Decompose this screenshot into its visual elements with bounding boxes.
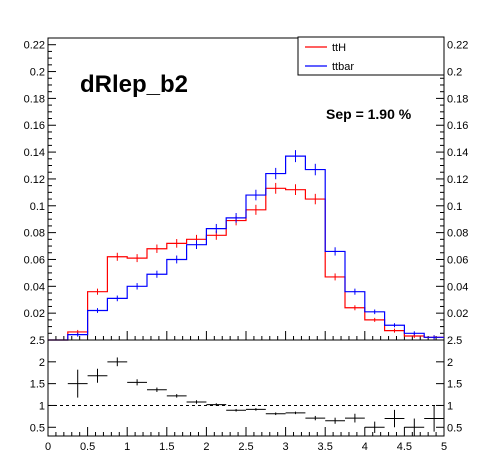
ratio-y-tick-label-right: 1.5 xyxy=(447,379,462,391)
bin-point-ttH xyxy=(77,331,79,333)
ratio-panel-frame xyxy=(47,339,445,437)
ratio-x-tick-label: 1 xyxy=(124,441,130,453)
ratio-x-tick-label: 5 xyxy=(441,441,447,453)
y-tick-label-right: 0.16 xyxy=(447,120,468,132)
series-step-ttbar xyxy=(48,155,444,341)
y-tick-label-right: 0.2 xyxy=(447,67,462,79)
bin-point-ttH xyxy=(96,291,99,293)
bin-point-ttH xyxy=(334,276,336,278)
ratio-axes: 0.5 0.51 11.5 1.52 22.5 2.50 0.5 1 1.5 2 2.5 3 3.5 4 4… xyxy=(30,335,463,453)
bin-point-ttbar xyxy=(255,194,257,196)
bin-point-ttbar xyxy=(433,336,435,338)
bin-point-ttbar xyxy=(176,258,178,261)
ratio-x-tick-label: 2 xyxy=(203,441,209,453)
y-tick-label-left: 0.2 xyxy=(30,67,45,79)
top-series-group xyxy=(48,150,444,341)
bin-point-ttbar xyxy=(334,250,336,253)
bin-point-ttH xyxy=(413,335,415,337)
bin-point-ttbar xyxy=(275,172,277,175)
ratio-y-tick-label-right: 0.5 xyxy=(447,422,462,434)
ratio-y-tick-label-left: 0.5 xyxy=(30,422,45,434)
y-tick-label-left: 0.06 xyxy=(24,254,45,266)
y-tick-label-left: 0.16 xyxy=(24,120,45,132)
bin-point-ttbar xyxy=(393,324,396,326)
y-tick-label-right: 0.04 xyxy=(447,281,468,293)
y-tick-label-left: 0.04 xyxy=(24,281,45,293)
bin-point-ttbar xyxy=(156,273,158,275)
bin-point-ttH xyxy=(314,198,316,200)
separation-annotation: Sep = 1.90 % xyxy=(326,106,412,122)
bin-point-ttH xyxy=(195,238,198,240)
ratio-y-tick-label-left: 1.5 xyxy=(30,379,45,391)
ratio-points-group xyxy=(67,357,444,436)
ratio-x-tick-label: 3.5 xyxy=(318,441,333,453)
bin-point-ttbar xyxy=(413,332,415,334)
bin-point-ttH xyxy=(275,187,277,189)
y-tick-label-right: 0.02 xyxy=(447,308,468,320)
y-tick-label-right: 0.18 xyxy=(447,93,468,105)
bin-point-ttbar xyxy=(116,297,118,299)
ratio-y-tick-label-right: 2.5 xyxy=(447,335,462,347)
ratio-x-tick-label: 0.5 xyxy=(80,441,95,453)
y-tick-label-left: 0.14 xyxy=(24,147,45,159)
y-tick-label-right: 0.08 xyxy=(447,228,468,240)
ratio-x-tick-label: 0 xyxy=(45,441,51,453)
y-tick-label-left: 0.12 xyxy=(24,174,45,186)
y-tick-label-right: 0.06 xyxy=(447,254,468,266)
y-tick-label-right: 0.14 xyxy=(447,147,468,159)
legend-box xyxy=(297,36,445,76)
bin-point-ttH xyxy=(255,209,257,211)
legend-label-ttbar: ttbar xyxy=(332,61,354,73)
chart-title: dRlep_b2 xyxy=(80,71,188,98)
bin-point-ttH xyxy=(354,307,356,309)
y-tick-label-left: 0.08 xyxy=(24,228,45,240)
bin-point-ttH xyxy=(136,257,138,259)
ratio-y-tick-label-right: 1 xyxy=(447,400,453,412)
legend: ttH ttbar xyxy=(297,36,445,76)
ratio-y-tick-label-left: 1 xyxy=(39,400,45,412)
bin-point-ttH xyxy=(215,234,217,236)
ratio-x-tick-label: 3 xyxy=(283,441,289,453)
bin-point-ttH xyxy=(393,330,396,332)
bin-point-ttH xyxy=(156,248,158,250)
y-tick-label-right: 0.1 xyxy=(447,201,462,213)
ratio-y-tick-label-left: 2.5 xyxy=(30,335,45,347)
bin-point-ttbar xyxy=(215,227,217,230)
y-tick-label-right: 0.12 xyxy=(447,174,468,186)
bin-point-ttbar xyxy=(195,244,198,246)
y-tick-label-right: 0.22 xyxy=(447,40,468,52)
ratio-x-tick-label: 4 xyxy=(362,441,368,453)
ratio-x-tick-label: 2.5 xyxy=(238,441,253,453)
bin-point-ttH xyxy=(294,189,297,191)
top-axes: 0.02 0.02 0.04 0.04 0.06 0.06 0.08 0.08 0.1 0.1 0.… xyxy=(24,40,468,340)
ratio-x-tick-label: 4.5 xyxy=(397,441,412,453)
y-tick-label-left: 0.22 xyxy=(24,40,45,52)
bin-point-ttbar xyxy=(96,309,99,312)
bin-point-ttH xyxy=(374,319,376,321)
bin-point-ttbar xyxy=(235,217,237,219)
ratio-y-tick-label-right: 2 xyxy=(447,357,453,369)
bin-point-ttH xyxy=(176,242,178,244)
y-tick-label-left: 0.18 xyxy=(24,93,45,105)
ratio-y-tick-label-left: 2 xyxy=(39,357,45,369)
y-tick-label-left: 0.1 xyxy=(30,201,45,213)
ratio-x-tick-label: 1.5 xyxy=(159,441,174,453)
legend-label-tth: ttH xyxy=(332,42,346,54)
bin-point-ttbar xyxy=(294,155,297,157)
y-tick-label-left: 0.02 xyxy=(24,308,45,320)
bin-point-ttbar xyxy=(314,168,316,171)
bin-point-ttH xyxy=(116,256,118,258)
bin-point-ttbar xyxy=(354,291,356,293)
bin-point-ttbar xyxy=(374,311,376,313)
bin-point-ttbar xyxy=(136,285,138,287)
bin-point-ttbar xyxy=(77,334,79,336)
